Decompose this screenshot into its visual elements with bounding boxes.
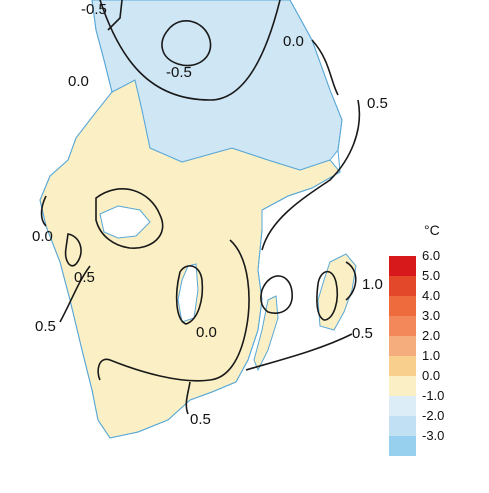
isoline-half-south: [245, 333, 353, 371]
isoline-label: -0.5: [81, 1, 107, 18]
isoline-one-gotland: [345, 261, 357, 301]
isoline-label: 0.0: [283, 33, 304, 50]
isoline-label: 0.0: [196, 324, 217, 341]
isoline-half-s2: [185, 381, 191, 415]
isolines: [40, 0, 361, 415]
island-oland: [253, 295, 279, 372]
isoline-label: 0.5: [352, 325, 373, 342]
isoline-label: -0.5: [166, 64, 192, 81]
isoline-vattern-ring: [175, 265, 204, 325]
isoline-label: 0.0: [68, 73, 89, 90]
legend-swatch: [389, 296, 416, 316]
legend-tick-label: -1.0: [422, 388, 445, 403]
legend-swatch: [389, 316, 416, 336]
legend-tick-label: 0.0: [422, 368, 441, 383]
isoline-label: 0.5: [35, 318, 56, 335]
isoline-oland-ring: [260, 275, 293, 314]
legend-tick-label: 5.0: [422, 268, 441, 283]
coastline: [39, 0, 343, 439]
isoline-neg05-top: [107, 0, 123, 31]
legend-tick-label: 6.0: [422, 248, 441, 263]
isoline-label: 0.5: [190, 411, 211, 428]
legend-swatch: [389, 396, 416, 416]
isoline-neg05-ring: [161, 20, 212, 67]
legend-tick-label: 3.0: [422, 308, 441, 323]
isoline-label: 1.0: [362, 276, 383, 293]
isoline-label: 0.5: [74, 269, 95, 286]
isoline-zero-central: [97, 239, 250, 382]
lake-vanern: [99, 205, 151, 239]
isoline-zero-north: [99, 0, 281, 101]
isoline-label: 0.0: [32, 228, 53, 245]
isoline-half-sw: [59, 265, 91, 323]
legend-swatch: [389, 376, 416, 396]
isoline-zero-ne: [311, 39, 339, 96]
legend-unit: °C: [424, 222, 440, 238]
legend-swatch: [389, 276, 416, 296]
legend-swatch: [389, 256, 416, 276]
isoline-label: 0.5: [367, 95, 388, 112]
legend-tick-label: 1.0: [422, 348, 441, 363]
legend-tick-label: 4.0: [422, 288, 441, 303]
legend-swatch: [389, 356, 416, 376]
isoline-half-west: [95, 188, 164, 249]
legend-swatch: [389, 416, 416, 436]
legend-tick-label: -2.0: [422, 408, 445, 423]
legend-swatch: [389, 336, 416, 356]
legend-tick-label: 2.0: [422, 328, 441, 343]
isoline-half-ne: [261, 99, 361, 251]
isoline-gotland-ring: [316, 270, 339, 321]
legend-swatch: [389, 436, 416, 456]
legend-tick-label: -3.0: [422, 428, 445, 443]
isoline-zero-w: [40, 195, 47, 227]
isoline-zero-sw: [64, 233, 82, 267]
